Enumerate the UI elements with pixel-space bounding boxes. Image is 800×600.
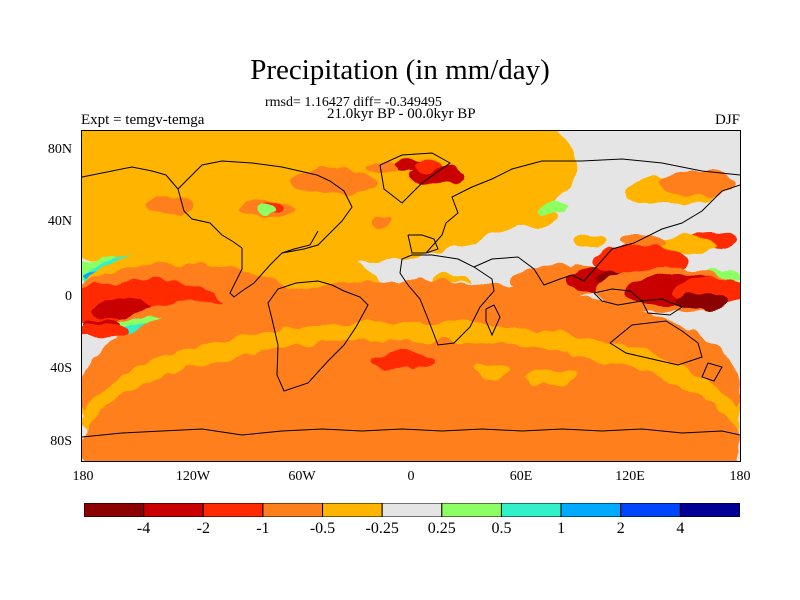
contour-fields <box>0 59 752 552</box>
lon-label: 180 <box>72 469 94 484</box>
colorbar-box <box>500 502 562 518</box>
contour-region <box>76 322 128 340</box>
colorbar-box <box>441 502 502 518</box>
right-title: DJF <box>714 112 740 128</box>
subtitle-stats: rmsd= 1.16427 diff= -0.349495 <box>265 95 442 110</box>
contour-region <box>536 203 568 215</box>
colorbar-box <box>381 502 443 518</box>
contour-region <box>364 161 400 173</box>
colorbar-box <box>143 502 204 518</box>
colorbar-label: -4 <box>136 520 151 537</box>
coastlines <box>81 152 741 438</box>
contour-region <box>372 215 392 227</box>
colorbar-label: -0.25 <box>365 520 399 537</box>
lat-label: 40S <box>50 361 72 376</box>
lon-label: 120W <box>175 469 211 484</box>
colorbar-label: 2 <box>616 520 625 537</box>
colorbar-boxes <box>83 502 741 518</box>
colorbar-label: -1 <box>256 520 270 537</box>
colorbar-box <box>560 502 622 518</box>
contour-region <box>294 192 350 210</box>
map-canvas <box>0 59 752 552</box>
contour-region <box>424 237 460 249</box>
subtitle-period: 21.0kyr BP - 00.0kyr BP <box>327 106 476 122</box>
lat-label: 80N <box>47 142 72 157</box>
contour-region <box>476 365 508 377</box>
colorbar-box <box>679 502 741 518</box>
lon-label: 180 <box>729 469 751 484</box>
contour-region <box>372 351 432 371</box>
contour-region <box>510 211 554 227</box>
lon-label: 120E <box>615 469 645 484</box>
contour-region <box>657 170 737 196</box>
contour-region <box>260 204 276 216</box>
contour-region <box>409 167 465 185</box>
colorbar-label: 0.25 <box>427 520 456 537</box>
lon-label: 0 <box>407 469 415 484</box>
lon-label: 60E <box>509 469 533 484</box>
lat-label: 80S <box>50 434 72 449</box>
lat-label: 40N <box>47 214 72 229</box>
colorbar-box <box>262 502 324 518</box>
colorbar-box <box>202 502 264 518</box>
plot-title: Precipitation (in mm/day) <box>250 54 550 86</box>
colorbar-label: -0.5 <box>309 520 336 537</box>
colorbar-box <box>620 502 681 518</box>
contour-region <box>146 197 194 213</box>
contour-region <box>618 233 666 249</box>
colorbar-box <box>83 502 145 518</box>
colorbar-label: 1 <box>557 520 566 537</box>
contour-region <box>574 235 610 247</box>
contour-region <box>292 356 372 382</box>
contour-region <box>413 159 441 171</box>
precipitation-difference-map <box>0 59 752 552</box>
lon-label: 60W <box>288 469 316 484</box>
colorbar <box>83 502 741 518</box>
contour-region <box>526 367 578 385</box>
left-title: Expt = temgv-temga <box>81 112 205 128</box>
colorbar-label: 0.5 <box>491 520 512 537</box>
colorbar-label: 4 <box>676 520 685 537</box>
colorbar-box <box>322 502 383 518</box>
colorbar-label: -2 <box>196 520 210 537</box>
lat-label: 0 <box>65 289 72 304</box>
contour-region <box>677 293 727 309</box>
